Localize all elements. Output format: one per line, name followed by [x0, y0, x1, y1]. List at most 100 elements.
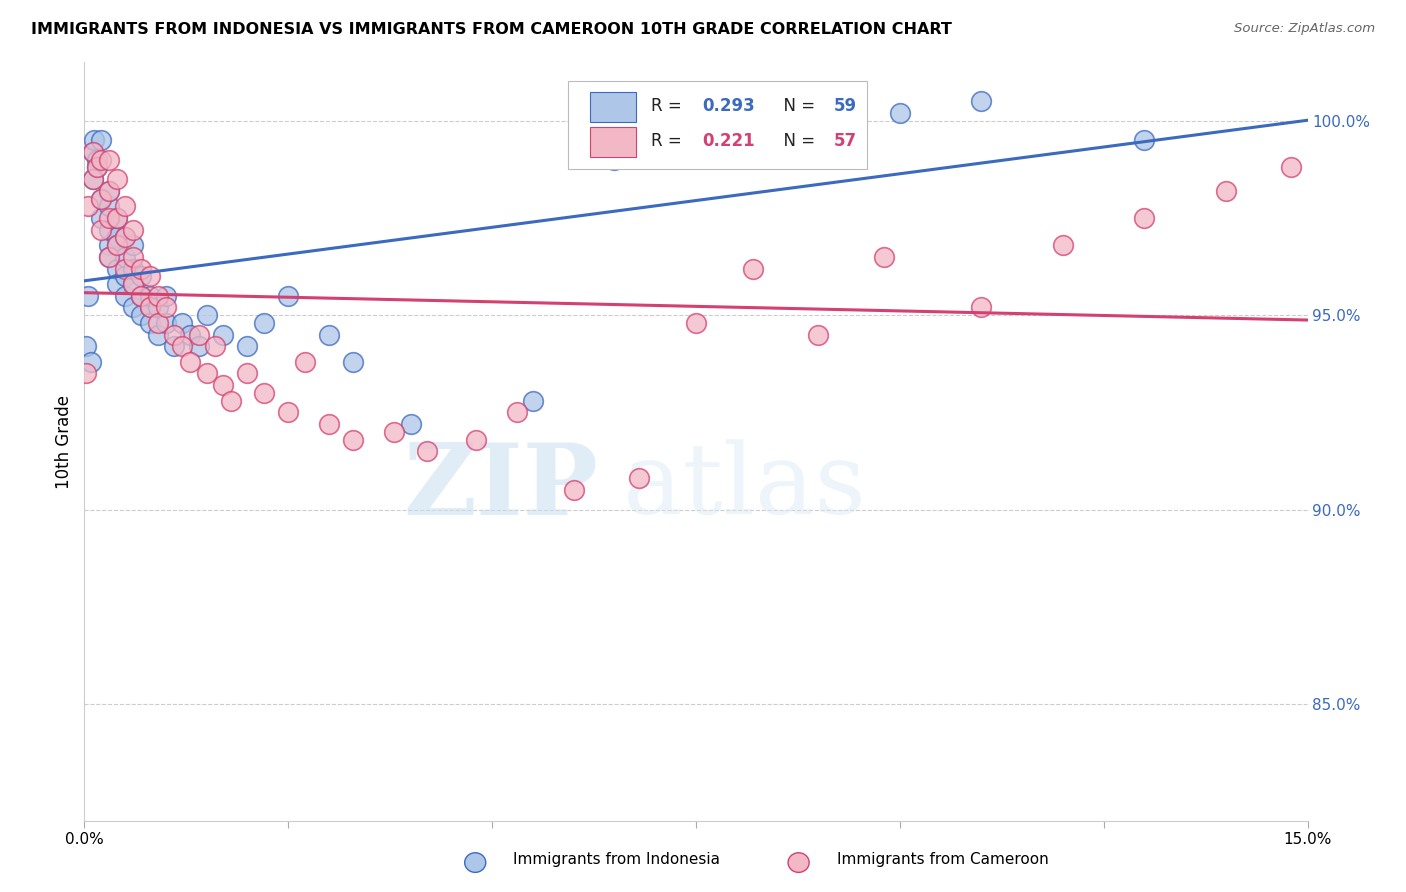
Text: atlas: atlas	[623, 439, 865, 535]
Bar	[589, 127, 636, 157]
Point	[90, 211, 112, 225]
Point	[742, 261, 765, 276]
Point	[155, 316, 177, 330]
Point	[97, 199, 120, 213]
Point	[97, 153, 120, 167]
Point	[187, 339, 209, 353]
Point	[872, 250, 894, 264]
Point	[236, 339, 259, 353]
Text: R =: R =	[651, 131, 686, 150]
Point	[90, 222, 112, 236]
Point	[382, 425, 405, 439]
Point	[82, 145, 104, 159]
Point	[90, 153, 112, 167]
Point	[1052, 238, 1074, 252]
Point	[195, 308, 218, 322]
Point	[105, 238, 128, 252]
Point	[83, 133, 105, 147]
Point	[86, 153, 108, 167]
Point	[122, 222, 145, 236]
Point	[172, 316, 194, 330]
Point	[75, 339, 97, 353]
Point	[155, 301, 177, 315]
Point	[1279, 161, 1302, 175]
Point	[294, 355, 316, 369]
Point	[253, 386, 276, 401]
Point	[86, 161, 108, 175]
Point	[77, 199, 100, 213]
Point	[464, 433, 486, 447]
Text: Source: ZipAtlas.com: Source: ZipAtlas.com	[1234, 22, 1375, 36]
Point	[105, 211, 128, 225]
Point	[236, 367, 259, 381]
Point	[77, 289, 100, 303]
Text: 0.221: 0.221	[702, 131, 755, 150]
Point	[114, 261, 136, 276]
Point	[131, 289, 153, 303]
Point	[179, 355, 201, 369]
Point	[399, 417, 422, 431]
Point	[172, 339, 194, 353]
Text: Immigrants from Indonesia: Immigrants from Indonesia	[513, 852, 720, 867]
Point	[146, 327, 169, 342]
Point	[505, 405, 527, 419]
Point	[86, 161, 108, 175]
Point	[179, 327, 201, 342]
Bar	[568, 81, 868, 169]
Point	[82, 172, 104, 186]
Point	[122, 261, 145, 276]
Point	[685, 316, 707, 330]
Point	[97, 222, 120, 236]
Point	[122, 277, 145, 291]
Point	[114, 269, 136, 284]
Point	[204, 339, 226, 353]
Point	[114, 250, 136, 264]
Point	[138, 301, 160, 315]
Point	[122, 238, 145, 252]
Point	[82, 172, 104, 186]
Point	[685, 113, 707, 128]
Point	[105, 238, 128, 252]
Point	[82, 145, 104, 159]
Point	[212, 378, 235, 392]
Point	[889, 106, 911, 120]
Point	[131, 261, 153, 276]
Point	[97, 238, 120, 252]
Point	[105, 261, 128, 276]
Y-axis label: 10th Grade: 10th Grade	[55, 394, 73, 489]
Point	[342, 433, 364, 447]
Point	[105, 230, 128, 244]
Point	[97, 250, 120, 264]
Point	[603, 153, 626, 167]
Point	[318, 327, 340, 342]
Point	[90, 192, 112, 206]
Point	[219, 393, 242, 408]
Point	[1215, 184, 1237, 198]
Point	[114, 230, 136, 244]
Point	[1133, 211, 1156, 225]
Text: IMMIGRANTS FROM INDONESIA VS IMMIGRANTS FROM CAMEROON 10TH GRADE CORRELATION CHA: IMMIGRANTS FROM INDONESIA VS IMMIGRANTS …	[31, 22, 952, 37]
Point	[318, 417, 340, 431]
Point	[75, 367, 97, 381]
Point	[627, 471, 650, 485]
Point	[146, 316, 169, 330]
Point	[131, 308, 153, 322]
Point	[187, 327, 209, 342]
Point	[163, 327, 186, 342]
Text: N =: N =	[773, 96, 821, 115]
Point	[1133, 133, 1156, 147]
Point	[155, 289, 177, 303]
Point	[97, 184, 120, 198]
Point	[90, 133, 112, 147]
Point	[562, 483, 585, 497]
Text: Immigrants from Cameroon: Immigrants from Cameroon	[837, 852, 1049, 867]
Point	[416, 444, 439, 458]
Point	[97, 250, 120, 264]
Point	[114, 289, 136, 303]
Point	[277, 405, 299, 419]
Point	[342, 355, 364, 369]
Text: ZIP: ZIP	[404, 439, 598, 535]
Point	[114, 230, 136, 244]
Point	[146, 289, 169, 303]
Bar	[589, 92, 636, 122]
